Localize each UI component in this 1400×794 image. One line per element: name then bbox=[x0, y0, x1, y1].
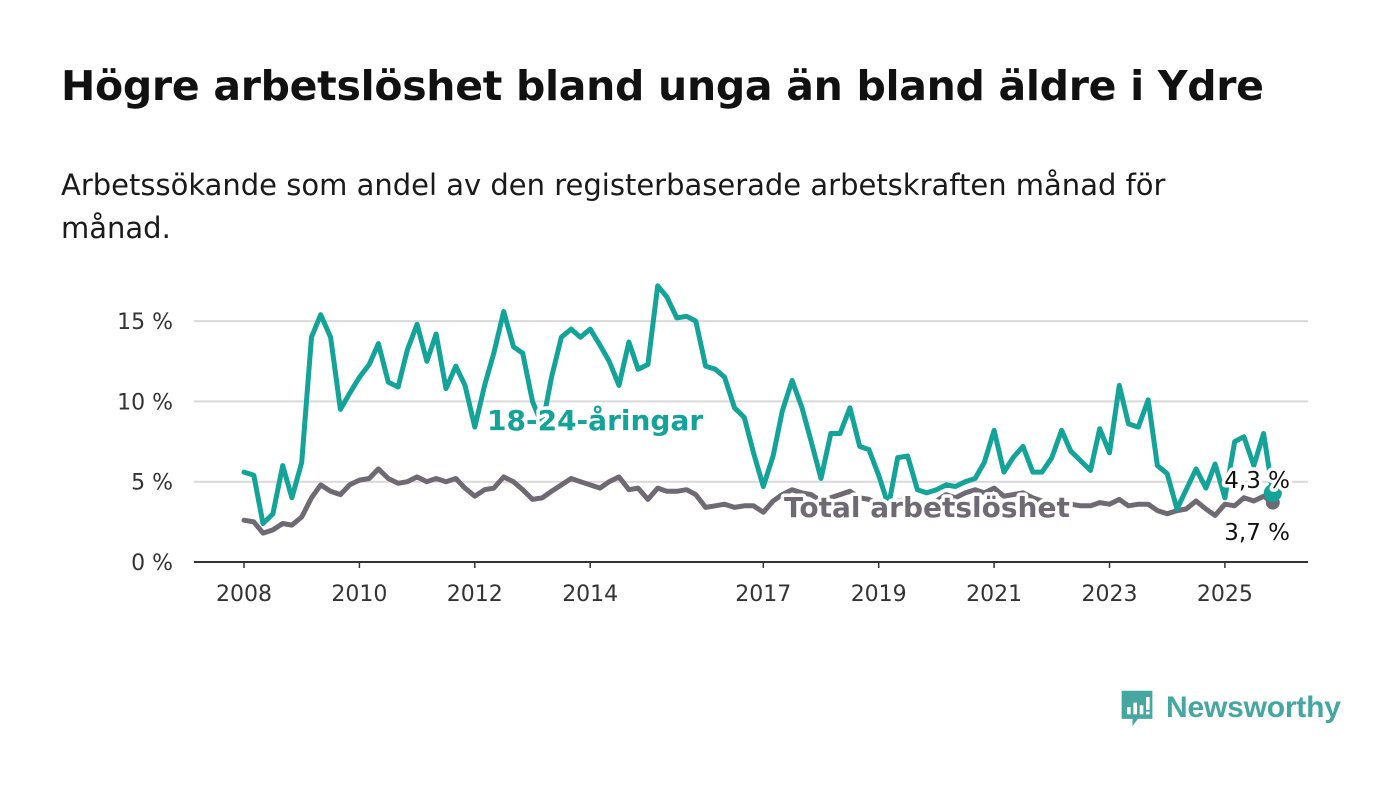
y-tick-label: 10 % bbox=[117, 390, 173, 415]
end-point-youth bbox=[1263, 483, 1282, 502]
y-tick-label: 0 % bbox=[131, 551, 173, 576]
x-tick-label: 2010 bbox=[331, 582, 387, 607]
y-tick-label: 5 % bbox=[131, 471, 173, 496]
gridlines bbox=[194, 320, 1308, 483]
x-tick-label: 2014 bbox=[562, 582, 618, 607]
series-label-total: Total arbetslöshet bbox=[784, 491, 1070, 524]
bar-chart-icon bbox=[1121, 690, 1153, 727]
series-lines bbox=[241, 283, 1282, 536]
x-tick-label: 2025 bbox=[1197, 582, 1253, 607]
y-tick-label: 15 % bbox=[117, 310, 173, 335]
chart-subtitle: Arbetssökande som andel av den registerb… bbox=[61, 168, 1166, 245]
x-tick-label: 2017 bbox=[735, 582, 791, 607]
x-tick-label: 2021 bbox=[966, 582, 1022, 607]
series-label-youth: 18-24-åringar bbox=[487, 404, 703, 437]
newsworthy-logo: Newsworthy bbox=[1118, 689, 1341, 727]
series-labels: 18-24-åringar Total arbetslöshet 4,3 % 3,7 … bbox=[484, 401, 1294, 550]
series-line-youth bbox=[241, 283, 1276, 526]
series-line-total bbox=[241, 466, 1276, 536]
logo-text: Newsworthy bbox=[1166, 691, 1341, 724]
axes: 0 % 5 % 10 % 15 % 2008 2010 2012 2014 2017 2019 20… bbox=[117, 310, 1308, 607]
chart-title: Högre arbetslöshet bland unga än bland ä… bbox=[61, 62, 1264, 110]
end-label-youth: 4,3 % bbox=[1224, 468, 1290, 494]
x-tick-label: 2023 bbox=[1082, 582, 1138, 607]
x-tick-label: 2008 bbox=[216, 582, 272, 607]
end-label-total: 3,7 % bbox=[1224, 520, 1290, 546]
x-tick-label: 2019 bbox=[851, 582, 907, 607]
x-tick-label: 2012 bbox=[447, 582, 503, 607]
